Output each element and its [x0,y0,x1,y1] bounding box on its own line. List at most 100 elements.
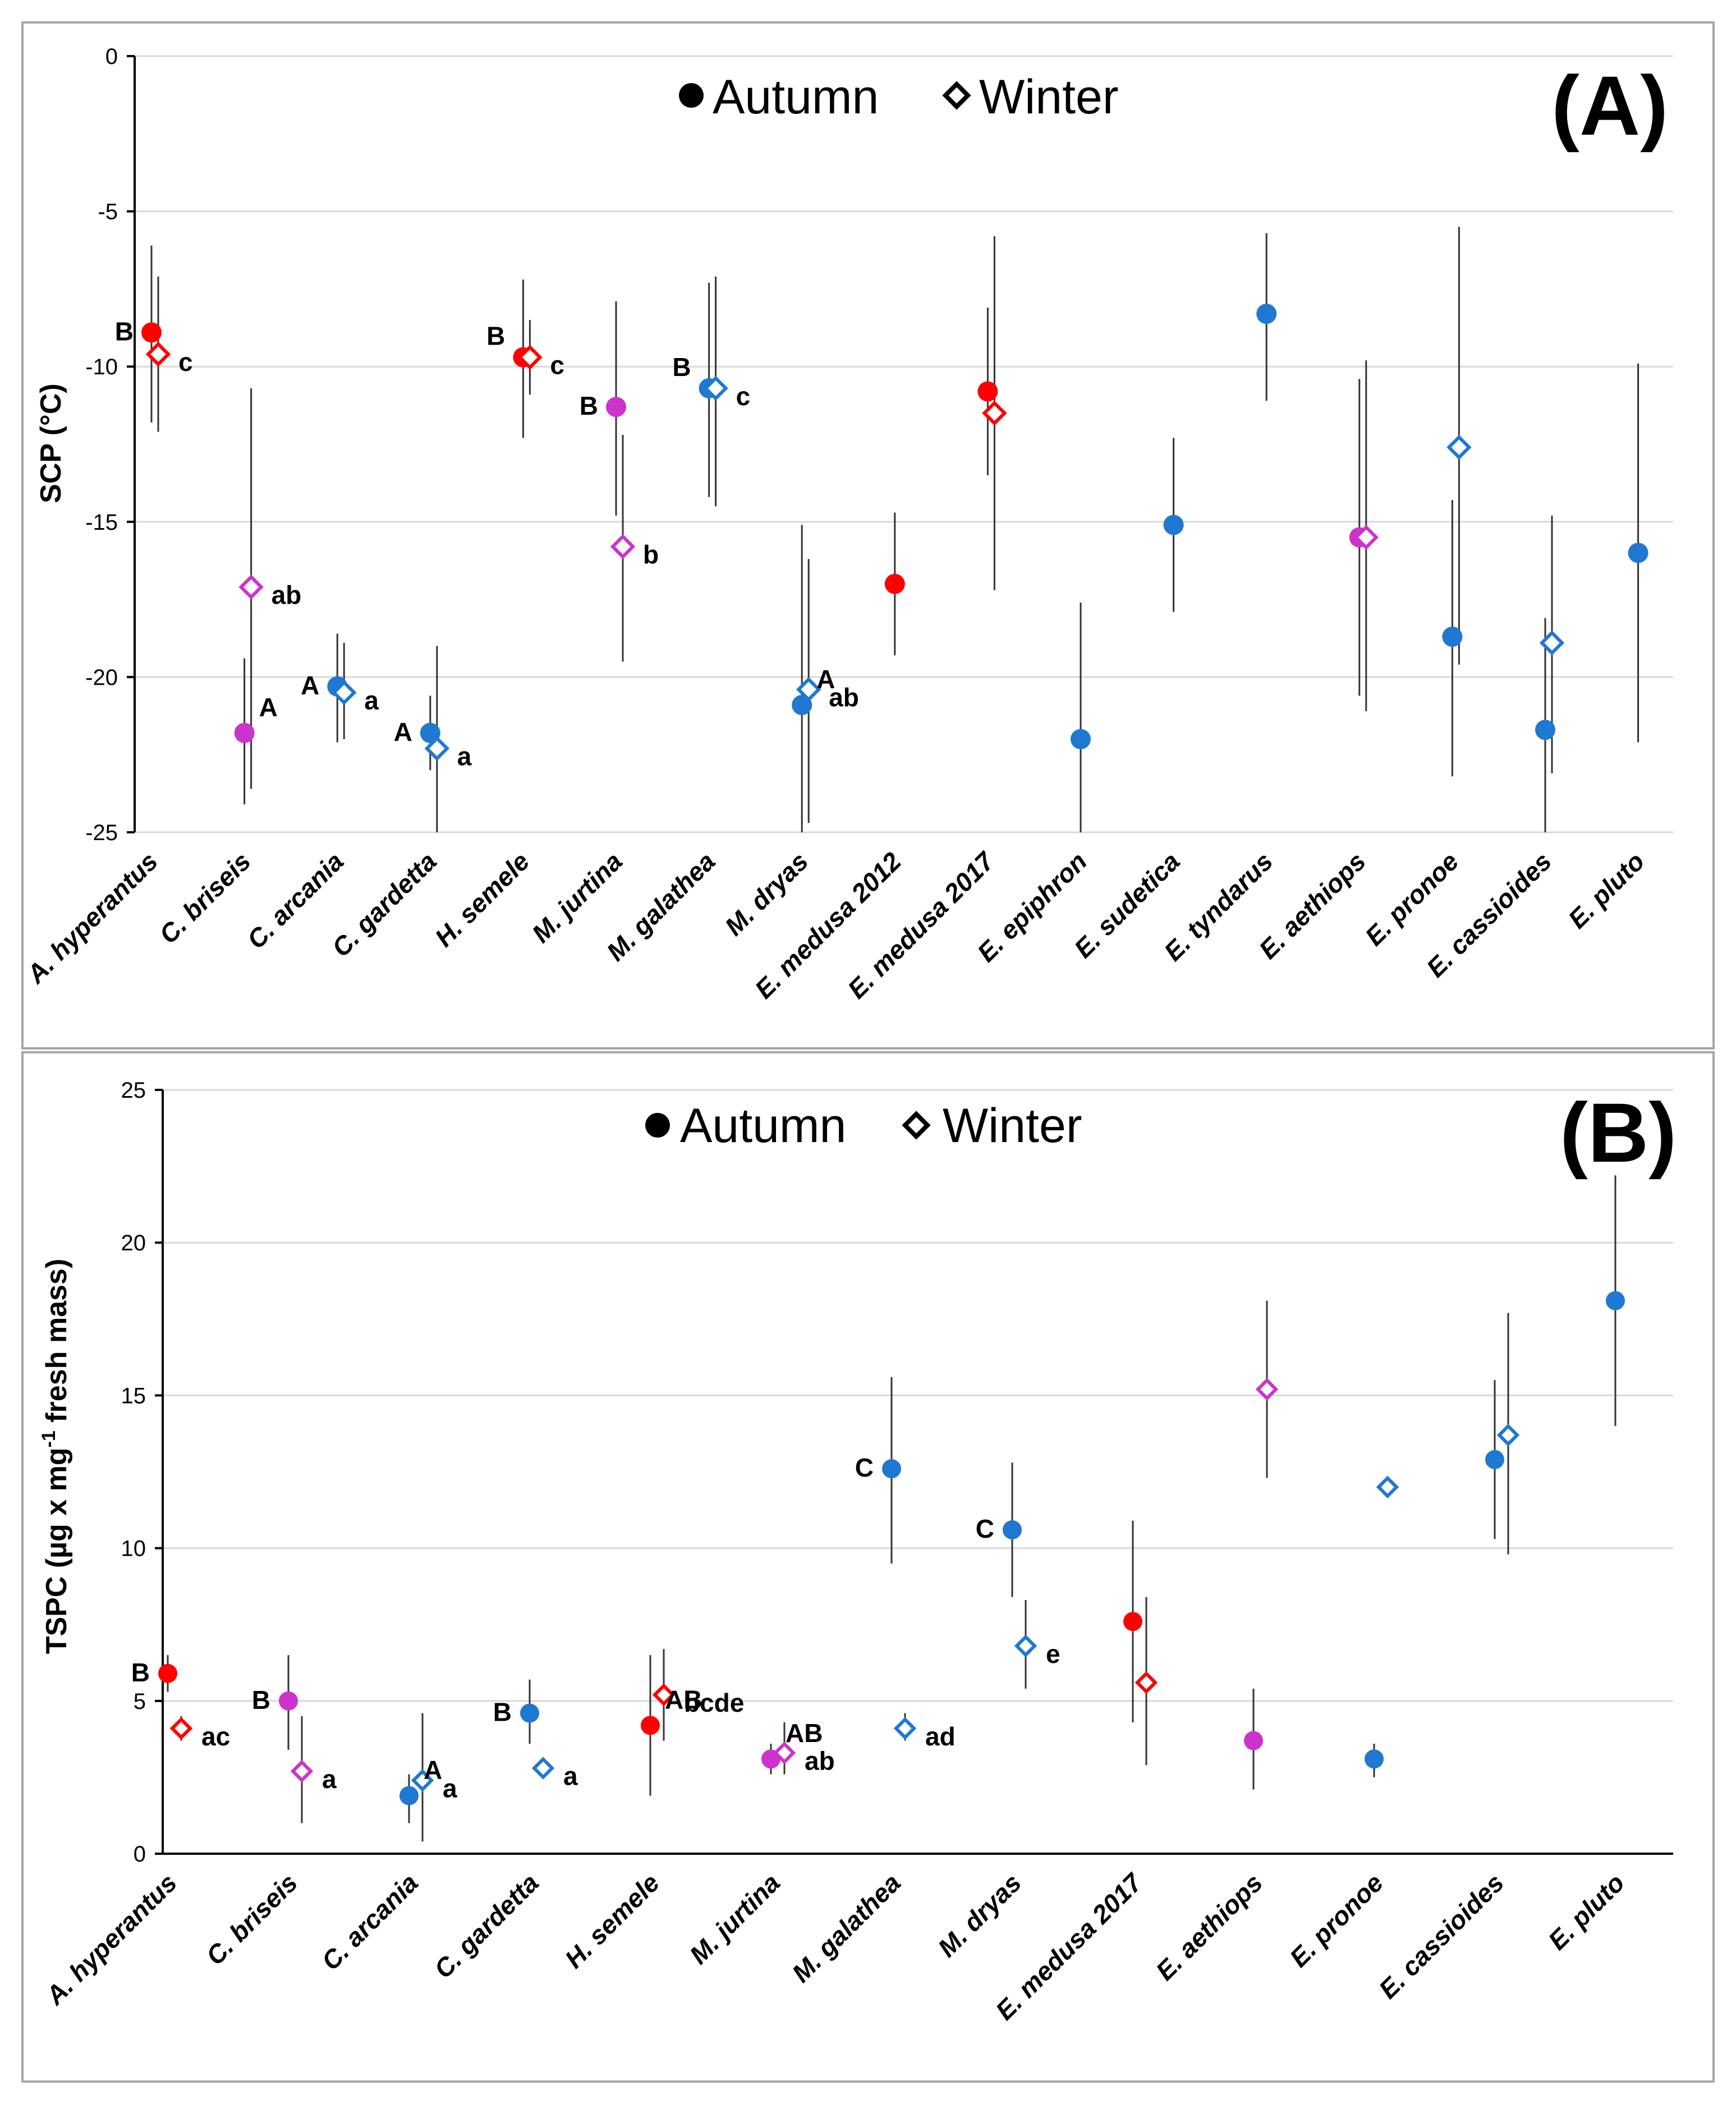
panel-a-legend: Autumn Winter [679,70,1118,124]
winter-sig-label: bcde [684,1688,744,1717]
autumn-point [1123,1612,1142,1631]
y-tick-label: -25 [85,820,118,845]
autumn-point [1485,1450,1504,1469]
winter-point [1446,434,1472,460]
panel-b-ylabel: TSPC (µg x mg-1 fresh mass) [38,1259,73,1654]
autumn-point [1244,1731,1263,1750]
y-tick-label: 20 [121,1231,146,1255]
autumn-point [977,381,998,402]
winter-point [1353,525,1379,550]
autumn-point [884,574,905,594]
winter-point [145,341,171,367]
y-tick-label: -5 [98,200,118,224]
panel-a-y-tick-labels: 0 -5 -10 -15 -20 -25 [85,44,118,845]
autumn-point [234,722,255,743]
winter-sig-label: e [1046,1639,1060,1668]
autumn-point [1606,1291,1625,1310]
winter-sig-label: a [322,1764,337,1794]
winter-point [531,1757,555,1780]
autumn-sig-label: B [252,1685,270,1715]
autumn-point [1163,515,1184,535]
y-tick-label: 25 [121,1078,146,1103]
winter-sig-label: a [364,686,379,715]
autumn-point [1442,626,1463,647]
winter-sig-label: c [178,347,193,377]
autumn-sig-label: A [424,1755,442,1785]
winter-point [1376,1475,1399,1498]
autumn-point [520,1703,539,1723]
winter-sig-label: c [736,382,751,411]
panel-a-ylabel: SCP (°C) [35,383,67,503]
panel-b-y-tick-labels: 0 5 10 15 20 25 [121,1078,146,1867]
legend-winter-label: Winter [943,1099,1082,1153]
winter-point [610,534,636,560]
y-tick-label: 15 [121,1383,146,1408]
winter-point [1014,1634,1037,1658]
panel-a-frame [21,21,1715,1049]
winter-sig-label: c [550,351,564,380]
y-tick-label: 5 [134,1689,146,1714]
y-tick-label: -20 [85,665,118,690]
winter-point [1135,1671,1158,1694]
legend-winter-marker [902,1111,931,1140]
autumn-sig-label: A [301,671,319,700]
y-tick-label: -15 [85,510,118,535]
winter-point [1496,1423,1520,1447]
winter-point [703,375,728,401]
winter-sig-label: b [643,540,659,569]
autumn-point [1071,729,1091,750]
autumn-point [1365,1749,1384,1769]
winter-sig-label: ab [272,580,302,609]
winter-sig-label: a [443,1773,457,1803]
winter-point [238,574,264,600]
winter-sig-label: a [563,1762,578,1791]
legend-winter-label: Winter [979,70,1118,124]
winter-point [893,1717,917,1740]
winter-sig-label: ad [925,1722,956,1751]
autumn-point [641,1716,660,1735]
autumn-sig-label: A [394,717,412,746]
panel-b-legend: Autumn Winter [645,1099,1082,1153]
winter-sig-label: ab [829,683,859,712]
winter-sig-label: a [457,742,472,771]
panel-b-label: (B) [1560,1085,1677,1180]
winter-point [773,1741,796,1764]
y-tick-label: 10 [121,1537,146,1561]
winter-point [1255,1378,1279,1401]
winter-point [796,677,821,702]
winter-point [652,1683,676,1707]
winter-point [411,1769,434,1792]
autumn-point [606,397,626,418]
winter-point [331,680,357,705]
autumn-sig-label: AB [665,1685,702,1714]
winter-point [424,736,450,761]
panel-b-frame [21,1051,1715,2083]
autumn-sig-label: C [855,1453,874,1482]
panel-a-gridlines [135,55,1673,833]
panel-b-data-marks [158,1175,1625,1842]
autumn-point [279,1691,298,1711]
autumn-sig-label: B [115,317,134,346]
legend-autumn-label: Autumn [713,70,879,124]
autumn-sig-label: AB [786,1718,823,1748]
legend-autumn-marker [679,83,704,108]
winter-point [169,1717,193,1740]
legend-autumn-label: Autumn [680,1099,846,1153]
panel-a-axes [127,55,136,833]
panel-b-axes [155,1089,1673,1855]
autumn-point [1256,304,1277,324]
legend-autumn-marker [645,1113,670,1138]
autumn-sig-label: A [259,693,278,722]
winter-sig-label: ab [805,1746,835,1775]
winter-point [1539,630,1565,656]
y-tick-label: -10 [85,355,118,379]
winter-sig-label: ac [201,1722,230,1751]
autumn-sig-label: B [672,352,691,382]
panel-a-label: (A) [1551,58,1668,153]
autumn-point [1535,719,1555,740]
autumn-point [141,322,162,343]
autumn-point [1003,1520,1022,1539]
